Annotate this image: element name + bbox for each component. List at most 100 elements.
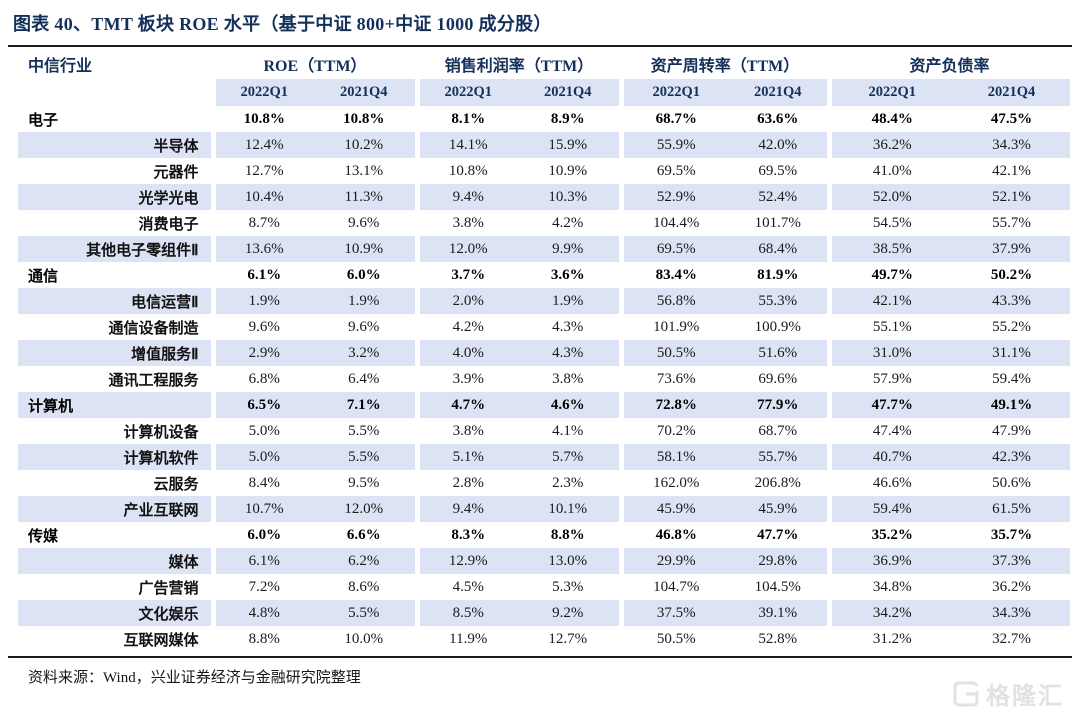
table-row: 半导体 12.4% 10.2% 14.1% 15.9% 55.9% 42.0% 36.2% 34… (18, 132, 1071, 158)
value-cell: 8.3% (414, 522, 517, 548)
value-cell: 69.5% (758, 162, 798, 179)
value-cell: 10.0% (344, 630, 384, 647)
value-cell: 9.9% (517, 236, 622, 262)
value-cell: 9.5% (348, 474, 380, 491)
value-cell: 2.0% (414, 288, 517, 314)
industry-name-cell: 其他电子零组件Ⅱ (18, 236, 213, 262)
value-cell: 83.4% (618, 262, 730, 288)
industry-name-cell: 半导体 (18, 132, 213, 158)
value-cell: 6.2% (313, 548, 417, 574)
value-cell: 10.8% (210, 106, 313, 132)
value-cell: 3.8% (414, 210, 517, 236)
quarter-header: 2021Q4 (517, 79, 622, 106)
value-cell: 55.9% (618, 132, 730, 158)
group-header-margin: 销售利润率（TTM） (444, 57, 594, 75)
group-header-turnover: 资产周转率（TTM） (650, 57, 800, 75)
value-cell: 37.3% (953, 548, 1071, 574)
column-group-header-row: 中信行业 ROE（TTM） 销售利润率（TTM） 资产周转率（TTM） 资产负债… (18, 48, 1070, 79)
value-cell: 5.1% (414, 444, 517, 470)
industry-name-cell: 电子 (28, 112, 59, 129)
value-cell: 11.3% (313, 184, 417, 210)
value-cell: 31.0% (826, 340, 954, 366)
value-cell: 59.4% (992, 370, 1031, 387)
value-cell: 9.6% (210, 314, 313, 340)
value-cell: 68.7% (618, 106, 730, 132)
value-cell: 5.5% (313, 444, 417, 470)
quarter-header-blank (18, 79, 213, 106)
value-cell: 39.1% (729, 600, 830, 626)
table-row: 文化娱乐 4.8% 5.5% 8.5% 9.2% 37.5% 39.1% 34.2% 34.3% (18, 600, 1071, 626)
value-cell: 8.8% (550, 526, 585, 543)
value-cell: 52.0% (826, 184, 954, 210)
value-cell: 55.7% (729, 444, 830, 470)
value-cell: 104.5% (754, 578, 801, 595)
value-cell: 5.5% (313, 600, 417, 626)
table-row: 增值服务Ⅱ 2.9% 3.2% 4.0% 4.3% 50.5% 51.6% 31.0% 31.1… (18, 340, 1071, 366)
value-cell: 1.9% (313, 288, 417, 314)
value-cell: 50.2% (990, 266, 1033, 283)
value-cell: 4.2% (414, 314, 517, 340)
table-bottom-rule (8, 656, 1072, 658)
value-cell: 61.5% (953, 496, 1071, 522)
value-cell: 10.2% (313, 132, 417, 158)
value-cell: 41.0% (826, 158, 954, 184)
value-cell: 47.4% (826, 418, 954, 444)
gelonghui-logo-icon (952, 680, 980, 708)
value-cell: 50.5% (618, 340, 730, 366)
industry-name-cell: 通讯工程服务 (108, 372, 199, 389)
industry-name-cell: 计算机软件 (18, 444, 213, 470)
value-cell: 5.0% (210, 418, 313, 444)
value-cell: 4.5% (414, 574, 517, 600)
value-cell: 2.3% (552, 474, 584, 491)
industry-name-cell: 传媒 (28, 528, 59, 545)
value-cell: 29.9% (618, 548, 730, 574)
value-cell: 8.5% (414, 600, 517, 626)
value-cell: 4.3% (552, 318, 584, 335)
value-cell: 9.4% (414, 496, 517, 522)
industry-column-header: 中信行业 (28, 57, 93, 75)
value-cell: 9.2% (517, 600, 622, 626)
table-row: 计算机 6.5% 7.1% 4.7% 4.6% 72.8% 77.9% 47.7% 49.1% (18, 392, 1071, 418)
value-cell: 35.7% (990, 526, 1033, 543)
value-cell: 45.9% (618, 496, 730, 522)
value-cell: 12.0% (414, 236, 517, 262)
value-cell: 34.3% (953, 600, 1071, 626)
value-cell: 3.2% (313, 340, 417, 366)
value-cell: 13.6% (210, 236, 313, 262)
industry-name-cell: 媒体 (18, 548, 213, 574)
value-cell: 162.0% (618, 470, 730, 496)
value-cell: 42.1% (992, 162, 1031, 179)
value-cell: 6.0% (210, 522, 313, 548)
value-cell: 12.0% (313, 496, 417, 522)
value-cell: 48.4% (826, 106, 954, 132)
value-cell: 45.9% (729, 496, 830, 522)
value-cell: 3.8% (552, 370, 584, 387)
value-cell: 36.9% (826, 548, 954, 574)
value-cell: 9.6% (348, 318, 380, 335)
value-cell: 1.9% (517, 288, 622, 314)
value-cell: 13.1% (344, 162, 384, 179)
value-cell: 101.7% (754, 214, 801, 231)
value-cell: 5.3% (552, 578, 584, 595)
value-cell: 50.5% (618, 626, 730, 652)
value-cell: 6.0% (346, 266, 381, 283)
value-cell: 69.5% (618, 158, 730, 184)
value-cell: 1.9% (210, 288, 313, 314)
table-row: 其他电子零组件Ⅱ 13.6% 10.9% 12.0% 9.9% 69.5% 68.4% 38.… (18, 236, 1071, 262)
value-cell: 51.6% (729, 340, 830, 366)
value-cell: 15.9% (517, 132, 622, 158)
quarter-header: 2021Q4 (313, 79, 417, 106)
value-cell: 12.7% (548, 630, 588, 647)
value-cell: 10.8% (414, 158, 517, 184)
value-cell: 3.8% (414, 418, 517, 444)
value-cell: 49.7% (826, 262, 954, 288)
value-cell: 42.1% (826, 288, 954, 314)
industry-name-cell: 计算机 (18, 392, 213, 418)
value-cell: 43.3% (953, 288, 1071, 314)
value-cell: 47.9% (992, 422, 1031, 439)
value-cell: 10.7% (210, 496, 313, 522)
value-cell: 12.7% (210, 158, 313, 184)
value-cell: 37.5% (618, 600, 730, 626)
value-cell: 5.7% (517, 444, 622, 470)
value-cell: 52.4% (729, 184, 830, 210)
